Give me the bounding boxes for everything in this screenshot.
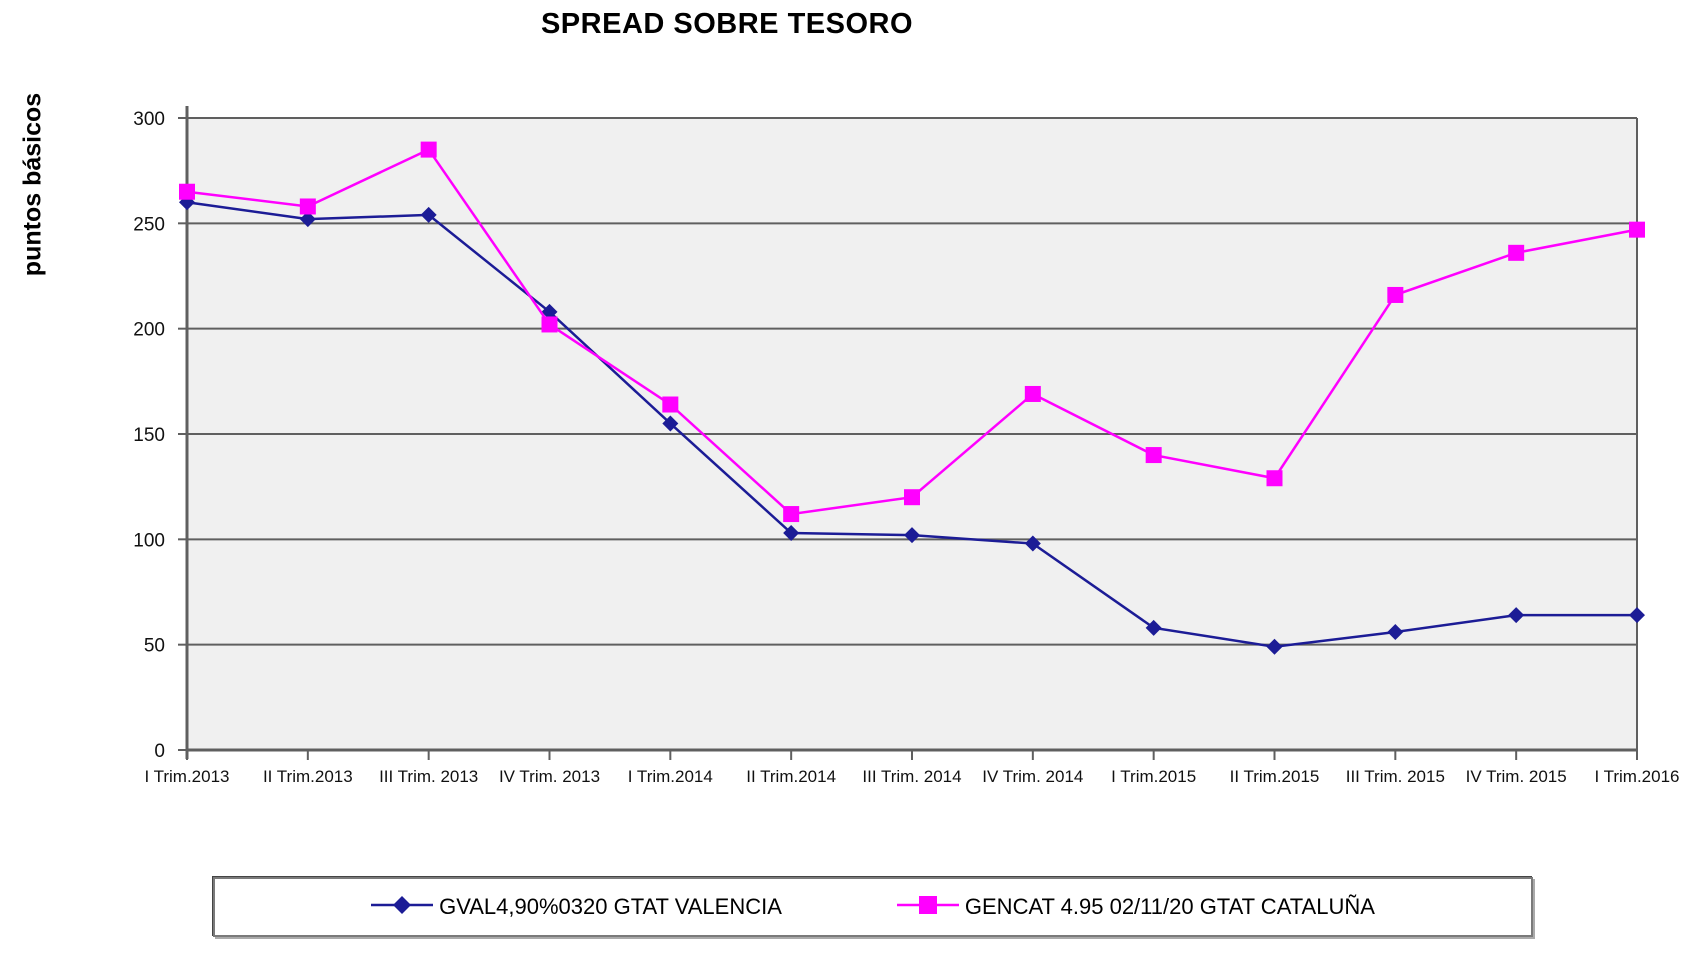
x-tick-label-8: I Trim.2015 bbox=[1111, 767, 1196, 786]
gval-series-marker-icon bbox=[371, 893, 434, 922]
line-chart: 0 50 100 150 200 250 300 I Trim.2013 II Trim.201… bbox=[133, 106, 1680, 786]
data-point-1-6 bbox=[904, 489, 920, 506]
data-point-1-5 bbox=[783, 506, 800, 523]
data-point-0-4 bbox=[662, 415, 679, 432]
gencat-series-marker-icon bbox=[896, 893, 959, 922]
data-point-1-8 bbox=[1145, 447, 1162, 464]
x-tick-label-2: III Trim. 2013 bbox=[379, 767, 478, 786]
x-tick-label-10: III Trim. 2015 bbox=[1346, 767, 1445, 786]
x-tick-label-3: IV Trim. 2013 bbox=[499, 767, 600, 786]
x-tick-label-0: I Trim.2013 bbox=[144, 767, 229, 786]
data-point-0-2 bbox=[420, 206, 437, 223]
legend-label-gval: GVAL4,90%0320 GTAT VALENCIA bbox=[439, 894, 782, 919]
data-point-0-12 bbox=[1629, 607, 1645, 624]
y-tick-label-300: 300 bbox=[133, 109, 165, 130]
data-point-1-9 bbox=[1266, 470, 1283, 487]
data-point-0-7 bbox=[1024, 535, 1041, 552]
data-point-1-1 bbox=[299, 198, 316, 215]
x-tick-label-7: IV Trim. 2014 bbox=[982, 767, 1083, 786]
data-point-1-10 bbox=[1387, 286, 1404, 303]
data-point-0-5 bbox=[783, 525, 800, 542]
x-tick-label-9: II Trim.2015 bbox=[1230, 767, 1320, 786]
data-point-1-3 bbox=[541, 316, 558, 333]
y-tick-label-200: 200 bbox=[133, 320, 165, 341]
x-tick-label-4: I Trim.2014 bbox=[628, 767, 713, 786]
y-tick-label-100: 100 bbox=[133, 530, 165, 551]
data-point-1-7 bbox=[1024, 385, 1041, 402]
x-tick-label-1: II Trim.2013 bbox=[263, 767, 353, 786]
x-tick-label-11: IV Trim. 2015 bbox=[1466, 767, 1567, 786]
y-tick-label-0: 0 bbox=[154, 741, 165, 762]
data-point-0-3 bbox=[541, 303, 558, 320]
data-point-1-0 bbox=[179, 183, 195, 200]
data-point-0-10 bbox=[1387, 624, 1404, 641]
legend-item-gencat: GENCAT 4.95 02/11/20 GTAT CATALUÑA bbox=[896, 893, 1375, 922]
data-point-1-11 bbox=[1508, 244, 1525, 261]
y-tick-label-250: 250 bbox=[133, 214, 165, 235]
legend-swatch bbox=[896, 895, 959, 914]
data-point-1-2 bbox=[420, 141, 437, 158]
legend-swatch bbox=[371, 895, 434, 914]
y-tick-label-50: 50 bbox=[144, 636, 165, 657]
legend-item-gval: GVAL4,90%0320 GTAT VALENCIA bbox=[371, 893, 782, 922]
x-tick-label-5: II Trim.2014 bbox=[746, 767, 836, 786]
legend-label-gencat: GENCAT 4.95 02/11/20 GTAT CATALUÑA bbox=[964, 894, 1375, 919]
x-tick-label-12: I Trim.2016 bbox=[1594, 767, 1679, 786]
data-point-0-6 bbox=[904, 527, 920, 544]
data-point-0-9 bbox=[1266, 638, 1283, 655]
data-point-1-12 bbox=[1629, 221, 1645, 238]
square-marker-icon bbox=[918, 895, 937, 914]
chart-title: SPREAD SOBRE TESORO bbox=[540, 8, 914, 40]
diamond-marker-icon bbox=[393, 895, 412, 914]
data-point-0-8 bbox=[1145, 619, 1162, 636]
data-point-1-4 bbox=[662, 396, 679, 413]
data-point-0-1 bbox=[299, 211, 316, 228]
chart-legend: GVAL4,90%0320 GTAT VALENCIA GENCAT 4.95 … bbox=[213, 877, 1533, 937]
x-tick-label-6: III Trim. 2014 bbox=[862, 767, 961, 786]
y-tick-label-150: 150 bbox=[133, 425, 165, 446]
data-point-0-11 bbox=[1508, 607, 1525, 624]
